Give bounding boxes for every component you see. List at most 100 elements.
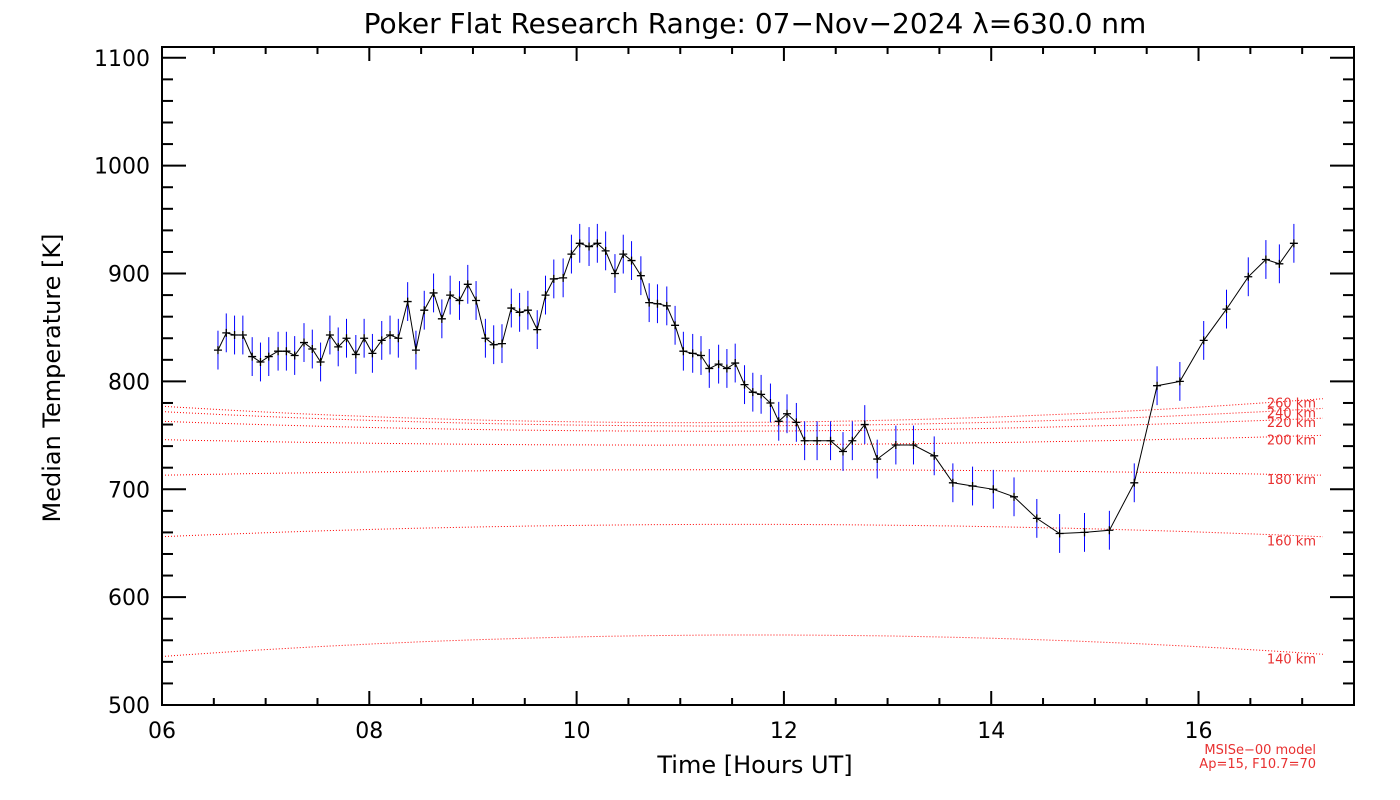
data-point (403, 297, 412, 306)
data-point (627, 256, 636, 265)
data-point (1105, 526, 1114, 535)
data-point (653, 299, 662, 308)
data-point (394, 334, 403, 343)
data-point (968, 482, 977, 491)
data-point (766, 398, 775, 407)
data-point (230, 331, 239, 340)
data-point (948, 478, 957, 487)
x-tick-label: 08 (355, 719, 383, 744)
data-point (1153, 381, 1162, 390)
data-point (342, 334, 351, 343)
data-point (533, 325, 542, 334)
data-point (774, 417, 783, 426)
data-point (290, 351, 299, 360)
data-point (463, 280, 472, 289)
data-point (386, 331, 395, 340)
data-point (1261, 255, 1270, 264)
data-point (688, 349, 697, 358)
data-point (559, 273, 568, 282)
data-point (248, 352, 257, 361)
data-point (722, 364, 731, 373)
data-point (1222, 305, 1231, 314)
data-point (826, 436, 835, 445)
data-point (813, 436, 822, 445)
data-point (300, 338, 309, 347)
data-point (334, 342, 343, 351)
data-point (696, 351, 705, 360)
data-point (848, 436, 857, 445)
data-point (757, 390, 766, 399)
data-point (446, 291, 455, 300)
data-point (909, 441, 918, 450)
data-point (472, 296, 481, 305)
data-point (213, 346, 222, 355)
data-point (792, 418, 801, 427)
model-annotation-line1: MSISe−00 model (1204, 743, 1316, 758)
data-point (497, 339, 506, 348)
data-point (740, 380, 749, 389)
data-point (601, 246, 610, 255)
data-point (238, 331, 247, 340)
plot-frame (161, 46, 1355, 706)
data-point (891, 441, 900, 450)
data-point (783, 409, 792, 418)
y-axis-label: Median Temperature [K] (38, 233, 66, 522)
data-point (731, 359, 740, 368)
data-point (420, 306, 429, 315)
axes: 06 08 10 12 14 16 500 600 700 800 900 1000 1100 (94, 47, 1354, 744)
data-point (679, 347, 688, 356)
data-point (593, 239, 602, 248)
data-point (316, 357, 325, 366)
data-series (213, 223, 1298, 553)
model-label-220km: 220 km (1267, 416, 1316, 431)
data-point (989, 485, 998, 494)
data-point (1275, 259, 1284, 268)
data-point (437, 314, 446, 323)
data-point (455, 296, 464, 305)
data-point (645, 298, 654, 307)
data-point (575, 239, 584, 248)
x-axis-label: Time [Hours UT] (656, 751, 852, 779)
data-point (549, 274, 558, 283)
data-point (264, 352, 273, 361)
model-label-200km: 200 km (1267, 433, 1316, 448)
x-tick-label: 12 (770, 719, 798, 744)
data-point (671, 321, 680, 330)
y-tick-label: 900 (108, 263, 150, 288)
data-point (1130, 478, 1139, 487)
y-tick-label: 1100 (94, 47, 150, 72)
y-tick-label: 700 (108, 478, 150, 503)
data-point (282, 347, 291, 356)
data-point (1244, 272, 1253, 281)
x-tick-label: 16 (1185, 719, 1213, 744)
data-point (1199, 336, 1208, 345)
data-point (748, 388, 757, 397)
y-tick-label: 600 (108, 586, 150, 611)
data-point (274, 347, 283, 356)
y-tick-label: 800 (108, 370, 150, 395)
data-point (619, 250, 628, 259)
data-point (610, 269, 619, 278)
data-point (1010, 492, 1019, 501)
data-point (705, 364, 714, 373)
model-label-140km: 140 km (1267, 652, 1316, 667)
data-point (481, 334, 490, 343)
data-point (838, 447, 847, 456)
model-label-180km: 180 km (1267, 473, 1316, 488)
data-point (1175, 377, 1184, 386)
data-point (429, 288, 438, 297)
data-point (714, 360, 723, 369)
data-point (256, 357, 265, 366)
data-point (360, 334, 369, 343)
model-label-260km: 260 km (1267, 397, 1316, 412)
chart-title: Poker Flat Research Range: 07−Nov−2024 λ… (364, 7, 1147, 40)
data-point (1289, 239, 1298, 248)
y-tick-label: 1000 (94, 155, 150, 180)
data-point (541, 291, 550, 300)
model-label-240km: 240 km (1267, 406, 1316, 421)
x-tick-label: 06 (148, 719, 176, 744)
data-point (308, 345, 317, 354)
data-point (873, 455, 882, 464)
